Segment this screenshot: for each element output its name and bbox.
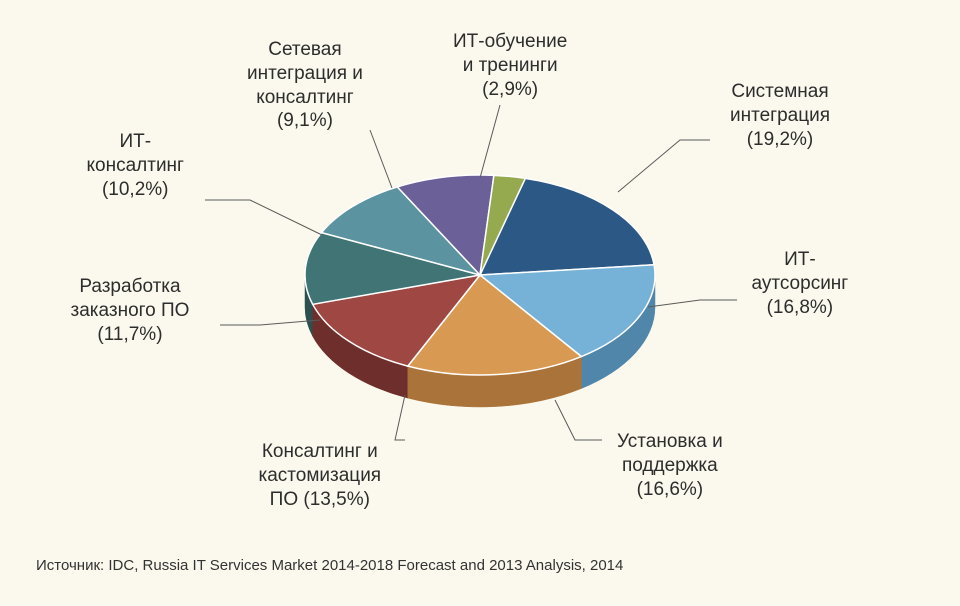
- source-caption: Источник: IDC, Russia IT Services Market…: [36, 557, 623, 574]
- chart-stage: Системная интеграция (19,2%)ИТ- аутсорси…: [0, 0, 960, 606]
- pie-chart: [0, 0, 960, 606]
